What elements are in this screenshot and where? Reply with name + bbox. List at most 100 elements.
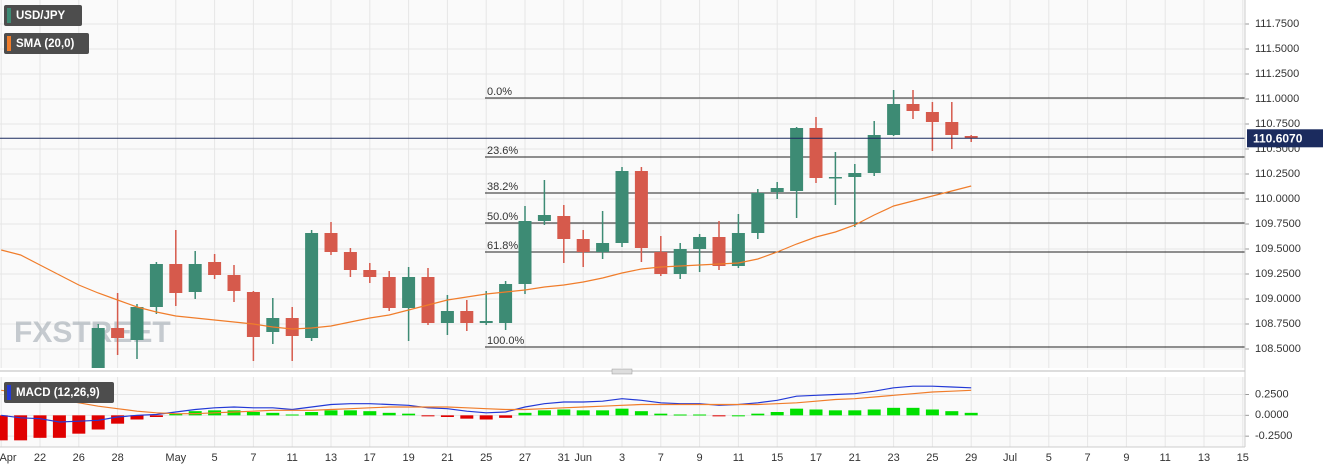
x-tick-label: 21 xyxy=(441,452,453,464)
legend-sma[interactable]: SMA (20,0) xyxy=(4,33,89,54)
x-tick-label: Jun xyxy=(574,452,592,464)
y-tick-label: 110.2500 xyxy=(1255,168,1300,180)
macd-bar xyxy=(499,415,513,418)
x-tick-label: 25 xyxy=(926,452,938,464)
macd-bar xyxy=(72,415,86,434)
candle-body xyxy=(460,311,474,323)
candle-body xyxy=(809,128,823,178)
candle-body xyxy=(227,275,241,291)
x-tick-label: Apr xyxy=(0,452,17,464)
candle-body xyxy=(964,136,978,138)
candle-body xyxy=(363,270,377,277)
x-tick-label: 15 xyxy=(771,452,783,464)
x-tick-label: 19 xyxy=(402,452,414,464)
legend-swatch xyxy=(7,36,11,51)
y-tick-label: 0.0000 xyxy=(1255,409,1289,421)
y-tick-label: 111.2500 xyxy=(1255,68,1299,80)
macd-line xyxy=(1,389,972,415)
fib-label: 0.0% xyxy=(487,86,512,98)
legend-price[interactable]: USD/JPY xyxy=(4,5,82,26)
macd-bar xyxy=(828,410,842,416)
macd-bar xyxy=(693,414,707,416)
legend-box xyxy=(4,382,114,403)
y-tick-label: 109.0000 xyxy=(1255,293,1301,305)
candle-body xyxy=(751,193,765,233)
y-tick-label: 108.5000 xyxy=(1255,343,1301,355)
x-tick-label: 11 xyxy=(286,452,297,464)
y-tick-label: 108.7500 xyxy=(1255,318,1301,330)
fib-label: 23.6% xyxy=(487,145,518,157)
macd-bar xyxy=(731,415,745,417)
legend-swatch xyxy=(7,385,11,400)
legend-label: MACD (12,26,9) xyxy=(16,387,100,399)
x-tick-label: 9 xyxy=(697,452,703,464)
macd-bar xyxy=(887,407,901,416)
x-tick-label: 7 xyxy=(250,452,256,464)
macd-bar xyxy=(285,414,299,416)
macd-bar xyxy=(0,415,8,441)
y-tick-label: 110.0000 xyxy=(1255,193,1300,205)
x-tick-label: 11 xyxy=(733,452,744,464)
candle-body xyxy=(828,177,842,179)
y-tick-label: 109.7500 xyxy=(1255,218,1301,230)
legend-box xyxy=(4,5,82,26)
macd-bar xyxy=(848,410,862,416)
x-tick-label: 21 xyxy=(849,452,861,464)
macd-bar xyxy=(421,415,435,417)
sma-line xyxy=(1,185,972,330)
candle-body xyxy=(440,311,454,323)
candle-body xyxy=(654,252,668,274)
macd-bar xyxy=(945,411,959,416)
fib-label: 50.0% xyxy=(487,211,518,223)
macd-bar xyxy=(343,410,357,416)
fib-label: 61.8% xyxy=(487,240,518,252)
x-tick-label: 17 xyxy=(364,452,376,464)
macd-bar xyxy=(460,415,474,419)
legend-macd[interactable]: MACD (12,26,9) xyxy=(4,382,114,403)
candle-body xyxy=(324,233,338,252)
legend-label: SMA (20,0) xyxy=(16,38,75,50)
y-tick-label: 111.0000 xyxy=(1255,93,1299,105)
x-tick-label: 26 xyxy=(73,452,85,464)
candle-body xyxy=(731,233,745,266)
macd-bar xyxy=(751,413,765,416)
candle-body xyxy=(479,321,493,323)
candle-body xyxy=(712,237,726,266)
x-tick-label: 17 xyxy=(810,452,822,464)
macd-bar xyxy=(673,414,687,416)
x-tick-label: 23 xyxy=(887,452,899,464)
macd-bar xyxy=(91,415,105,430)
candle-body xyxy=(867,135,881,173)
candle-body xyxy=(615,171,629,243)
x-tick-label: 13 xyxy=(325,452,337,464)
macd-bar xyxy=(770,412,784,416)
candle-body xyxy=(188,264,202,292)
macd-bar xyxy=(305,412,319,416)
price-plot: 0.0% 23.6% 38.2% 50.0% 61.8% 100.0% xyxy=(0,86,1245,368)
resize-handle[interactable] xyxy=(611,368,633,375)
x-tick-label: 7 xyxy=(1085,452,1091,464)
candle-body xyxy=(382,277,396,308)
candle-body xyxy=(402,277,416,308)
y-tick-label: 0.2500 xyxy=(1255,388,1289,400)
candle-body xyxy=(887,104,901,135)
y-tick-label: 111.7500 xyxy=(1255,18,1299,30)
x-tick-label: 9 xyxy=(1123,452,1129,464)
candle-body xyxy=(596,243,610,252)
macd-bar xyxy=(14,415,28,441)
candle-body xyxy=(246,292,260,337)
macd-bar xyxy=(266,412,280,416)
candle-body xyxy=(305,233,319,338)
legend-box xyxy=(4,33,89,54)
macd-bar xyxy=(964,412,978,416)
macd-bar xyxy=(440,415,454,417)
x-tick-label: May xyxy=(165,452,186,464)
macd-bar xyxy=(479,415,493,420)
candle-body xyxy=(208,262,222,275)
y-tick-label: 110.7500 xyxy=(1255,118,1300,130)
fib-label: 38.2% xyxy=(487,181,518,193)
last-price-label: 110.6070 xyxy=(1253,131,1303,145)
x-tick-label: 13 xyxy=(1198,452,1210,464)
candle-body xyxy=(499,284,513,323)
macd-bar xyxy=(654,413,668,416)
